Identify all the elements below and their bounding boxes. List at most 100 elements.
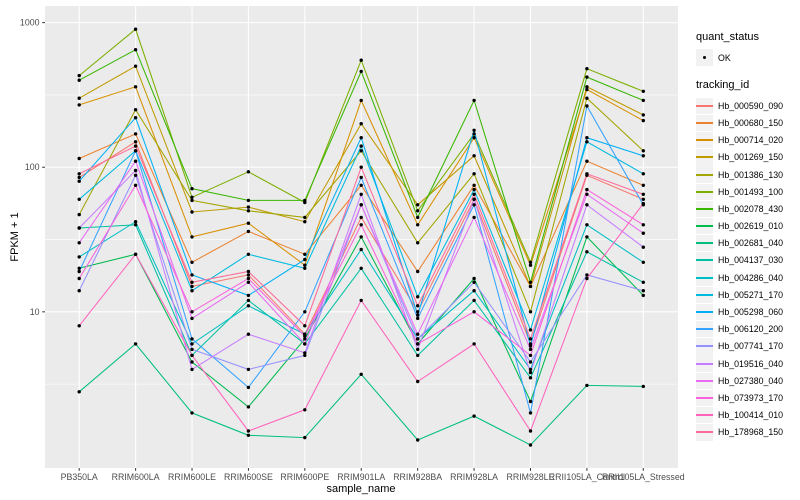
legend-item-Hb_001386_130: Hb_001386_130 bbox=[696, 166, 800, 183]
data-point bbox=[77, 212, 81, 217]
legend-item-Hb_100414_010: Hb_100414_010 bbox=[696, 406, 800, 424]
data-point bbox=[641, 183, 645, 187]
data-point bbox=[190, 367, 194, 372]
data-point bbox=[133, 149, 138, 153]
legend-item-ok: OK bbox=[696, 49, 800, 66]
legend-key-Hb_007741_170 bbox=[696, 338, 713, 355]
data-point bbox=[133, 108, 138, 112]
legend-key-Hb_073973_170 bbox=[696, 389, 713, 407]
data-point bbox=[246, 405, 251, 409]
line-swatch-icon bbox=[696, 225, 713, 228]
data-point bbox=[133, 173, 138, 177]
data-point bbox=[641, 172, 645, 176]
data-point bbox=[190, 280, 194, 284]
data-point bbox=[303, 337, 307, 341]
data-point bbox=[585, 67, 589, 71]
legend-label: Hb_005298_060 bbox=[718, 307, 784, 318]
legend-key-Hb_027380_040 bbox=[696, 372, 713, 389]
data-point bbox=[472, 136, 476, 140]
data-point bbox=[585, 96, 589, 100]
data-point bbox=[585, 276, 589, 281]
data-point bbox=[359, 69, 363, 74]
legend-item-Hb_002619_010: Hb_002619_010 bbox=[696, 217, 800, 235]
data-point bbox=[303, 257, 307, 262]
data-point bbox=[416, 269, 420, 274]
line-swatch-icon bbox=[696, 396, 713, 399]
data-point bbox=[190, 342, 194, 346]
legend-title-tracking-id: tracking_id bbox=[696, 79, 750, 92]
data-point bbox=[246, 170, 251, 174]
data-point bbox=[77, 390, 81, 394]
data-point bbox=[641, 98, 645, 103]
line-swatch-icon bbox=[696, 293, 713, 296]
legend-label: Hb_000714_020 bbox=[718, 135, 784, 146]
x-tick-label: RRIM600LE bbox=[168, 472, 216, 482]
legend-item-Hb_002681_040: Hb_002681_040 bbox=[696, 235, 800, 252]
data-point bbox=[641, 231, 645, 235]
data-point bbox=[528, 337, 533, 341]
data-point bbox=[641, 289, 645, 293]
data-point bbox=[359, 58, 363, 62]
data-point bbox=[416, 215, 420, 220]
legend-label: Hb_178968_150 bbox=[718, 427, 784, 438]
legend-item-Hb_007741_170: Hb_007741_170 bbox=[696, 338, 800, 355]
data-point bbox=[585, 75, 589, 79]
line-swatch-icon bbox=[696, 190, 713, 193]
data-point bbox=[303, 220, 307, 224]
y-axis-title: FPKM + 1 bbox=[9, 212, 21, 262]
legend-key-Hb_001493_100 bbox=[696, 183, 713, 200]
data-point bbox=[246, 221, 251, 225]
legend-key-Hb_000680_150 bbox=[696, 114, 713, 132]
data-point bbox=[472, 289, 476, 293]
legend-key-Hb_000590_090 bbox=[696, 97, 713, 114]
data-point bbox=[472, 342, 476, 346]
data-point bbox=[641, 384, 645, 389]
data-point bbox=[246, 332, 251, 336]
legend-key-Hb_004137_030 bbox=[696, 252, 713, 269]
legend-key-Hb_006120_200 bbox=[696, 321, 713, 338]
data-point bbox=[190, 284, 194, 289]
data-point bbox=[585, 187, 589, 192]
data-point bbox=[303, 252, 307, 256]
data-point bbox=[641, 149, 645, 153]
data-point bbox=[190, 289, 194, 293]
line-swatch-icon bbox=[696, 207, 713, 210]
data-point bbox=[585, 136, 589, 140]
legend-key-Hb_005298_060 bbox=[696, 303, 713, 321]
legend-item-Hb_001493_100: Hb_001493_100 bbox=[696, 183, 800, 200]
legend-label: Hb_073973_170 bbox=[718, 392, 784, 403]
data-point bbox=[416, 203, 420, 207]
legend-key-Hb_004286_040 bbox=[696, 269, 713, 286]
data-point bbox=[77, 156, 81, 161]
data-point bbox=[190, 273, 194, 277]
data-point bbox=[246, 276, 251, 281]
data-point bbox=[133, 48, 138, 52]
line-swatch-icon bbox=[696, 121, 713, 124]
data-point bbox=[641, 223, 645, 227]
data-point bbox=[190, 360, 194, 364]
data-point bbox=[77, 172, 81, 176]
legend-item-Hb_178968_150: Hb_178968_150 bbox=[696, 424, 800, 441]
x-tick-label: PB350LA bbox=[61, 472, 98, 482]
data-point bbox=[641, 201, 645, 206]
data-point bbox=[641, 293, 645, 298]
data-point bbox=[472, 197, 476, 201]
data-point bbox=[246, 304, 251, 308]
data-point bbox=[641, 280, 645, 284]
data-point bbox=[359, 192, 363, 196]
data-point bbox=[133, 27, 138, 31]
legend-label: Hb_027380_040 bbox=[718, 375, 784, 386]
data-point bbox=[416, 310, 420, 314]
legend-key-Hb_178968_150 bbox=[696, 424, 713, 441]
data-point bbox=[303, 324, 307, 328]
data-point bbox=[641, 154, 645, 158]
legend-label: Hb_100414_010 bbox=[718, 410, 784, 421]
data-point bbox=[133, 159, 138, 163]
x-tick-label: RRIM901LA bbox=[337, 472, 385, 482]
data-point bbox=[133, 64, 138, 68]
legend-key-Hb_002619_010 bbox=[696, 217, 713, 235]
data-point bbox=[133, 183, 138, 187]
legend-item-Hb_005271_170: Hb_005271_170 bbox=[696, 286, 800, 304]
data-point bbox=[303, 263, 307, 267]
